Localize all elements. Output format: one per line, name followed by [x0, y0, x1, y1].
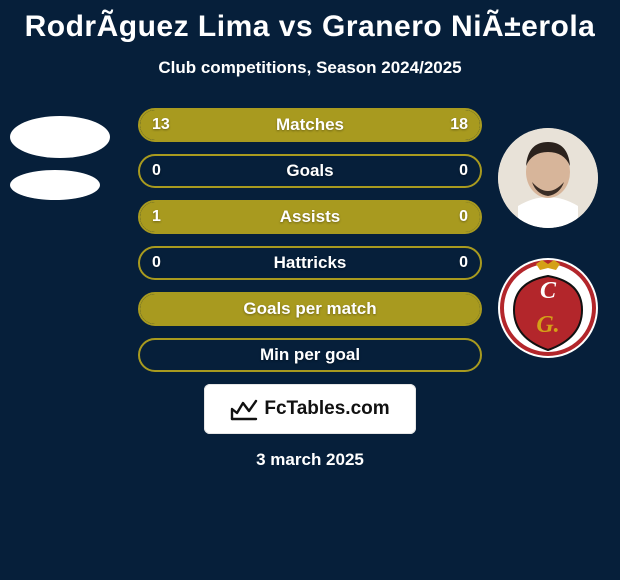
- subtitle: Club competitions, Season 2024/2025: [0, 58, 620, 78]
- stat-label: Hattricks: [140, 248, 480, 278]
- stat-value-right: 0: [459, 202, 468, 232]
- stat-value-left: 1: [152, 202, 161, 232]
- stat-label: Min per goal: [140, 340, 480, 370]
- stat-row: Goals per match: [138, 292, 482, 326]
- stat-row: Matches1318: [138, 108, 482, 142]
- stat-fill-left: [140, 294, 480, 324]
- page-title: RodrÃ­guez Lima vs Granero NiÃ±erola: [0, 10, 620, 44]
- branding-badge: FcTables.com: [204, 384, 416, 434]
- date-label: 3 march 2025: [0, 450, 620, 470]
- stat-value-left: 0: [152, 248, 161, 278]
- branding-text: FcTables.com: [264, 398, 389, 420]
- stat-row: Hattricks0 0: [138, 246, 482, 280]
- stat-value-left: 13: [152, 110, 170, 140]
- stat-value-left: 0: [152, 156, 161, 186]
- stat-value-right: 0: [459, 248, 468, 278]
- stat-row: Goals0 0: [138, 154, 482, 188]
- stat-row: Assists10: [138, 200, 482, 234]
- stat-value-right: 18: [450, 110, 468, 140]
- stat-label: Goals: [140, 156, 480, 186]
- stat-fill-left: [140, 202, 480, 232]
- comparison-bars: Matches1318Goals00Assists10Hattricks00Go…: [0, 108, 620, 372]
- stat-value-right: 0: [459, 156, 468, 186]
- stat-row: Min per goal: [138, 338, 482, 372]
- branding-icon: [230, 397, 258, 421]
